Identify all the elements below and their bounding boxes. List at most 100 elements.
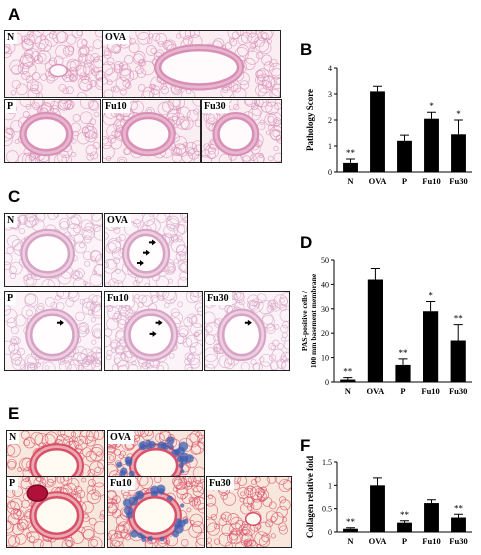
y-tick-label: 20: [321, 329, 329, 338]
x-tick-label: N: [345, 386, 352, 396]
micrograph-a-fu30: Fu30: [201, 99, 282, 163]
y-tick-label: 3: [328, 90, 332, 99]
micrograph-image: [205, 292, 289, 370]
error-bar: [427, 111, 436, 119]
y-tick-label: 10: [321, 354, 329, 363]
y-tick-label: 1.5: [322, 458, 332, 467]
bar-n: [343, 162, 358, 172]
y-axis-label: PAS-positive cells /: [300, 290, 309, 351]
micrograph-image: [5, 214, 102, 286]
chart-pas-positive-cells: 0 10 20 30 40 50 PAS-positive cells /100 mm ba…: [300, 250, 478, 400]
micrograph-e-fu10: Fu10: [107, 476, 205, 548]
panel-label-c: C: [8, 187, 21, 206]
bar-ova: [370, 91, 385, 172]
error-bar: [400, 134, 409, 141]
bar-p: [395, 364, 411, 382]
y-tick-label: 1: [328, 142, 332, 151]
significance-marker: **: [454, 503, 464, 513]
bar-fu30: [451, 134, 466, 172]
y-tick-label: 0: [328, 168, 332, 177]
significance-marker: **: [400, 510, 410, 520]
micrograph-e-p: P: [6, 476, 105, 548]
x-tick-label: N: [347, 536, 354, 546]
error-bar: [346, 158, 355, 163]
y-tick-label: 0: [325, 378, 329, 387]
micrograph-a-fu10: Fu10: [102, 99, 201, 163]
y-tick-label: 30: [321, 305, 329, 314]
x-tick-label: Fu30: [449, 176, 467, 186]
y-tick-label: 0.5: [322, 505, 332, 514]
y-tick-label: 2: [328, 116, 332, 125]
tile-label: N: [5, 214, 18, 227]
chart-pathology-score: 0 1 2 3 4 Pathology Score ** N OVA P * Fu10 * Fu30: [303, 58, 478, 190]
y-tick-label: 1: [328, 481, 332, 490]
bar-fu10: [423, 311, 439, 382]
x-tick-label: Fu10: [421, 386, 439, 396]
error-bar: [426, 300, 436, 312]
arrow-marker-icon: [155, 319, 163, 326]
tile-label: Fu10: [108, 477, 135, 490]
x-tick-label: Fu30: [449, 386, 467, 396]
bar-ova: [370, 485, 385, 532]
x-tick-label: P: [402, 536, 407, 546]
micrograph-c-fu10: Fu10: [104, 291, 203, 371]
panel-label-d: D: [300, 233, 313, 252]
y-tick-label: 4: [328, 64, 332, 73]
micrograph-c-p: P: [4, 291, 102, 371]
micrograph-a-n: N: [4, 30, 103, 98]
y-axis-label: Pathology Score: [305, 89, 315, 151]
error-bar: [370, 268, 380, 280]
tile-label: Fu30: [207, 477, 234, 490]
error-bar: [373, 477, 382, 486]
x-tick-label: Fu10: [422, 176, 440, 186]
tile-label: Fu30: [205, 292, 232, 305]
arrow-marker-icon: [244, 319, 252, 326]
tile-label: OVA: [105, 214, 131, 227]
bar-fu30: [450, 340, 466, 382]
arrow-marker-icon: [136, 259, 144, 266]
significance-marker: **: [399, 348, 409, 358]
significance-marker: **: [454, 314, 464, 324]
x-tick-label: OVA: [369, 176, 388, 186]
micrograph-c-ova: OVA: [104, 213, 188, 287]
tile-label: N: [5, 31, 18, 44]
bar-p: [397, 522, 412, 532]
arrow-marker-icon: [142, 249, 150, 256]
tile-label: Fu10: [105, 292, 132, 305]
tile-label: OVA: [108, 431, 134, 444]
x-tick-label: OVA: [367, 386, 386, 396]
micrograph-c-fu30: Fu30: [204, 291, 290, 371]
error-bar: [346, 527, 355, 529]
micrograph-image: [5, 31, 102, 97]
micrograph-image: [105, 214, 187, 286]
x-tick-label: Fu30: [449, 536, 467, 546]
bar-fu10: [424, 118, 439, 172]
y-tick-label: 40: [321, 280, 329, 289]
y-tick-label: 0: [328, 528, 332, 537]
error-bar: [454, 513, 463, 518]
error-bar: [427, 499, 436, 504]
significance-marker: **: [346, 517, 356, 527]
bar-n: [340, 379, 356, 382]
chart-collagen-fold: 0 0.5 1 1.5 Collagen relative fold ** N OVA ** P F…: [303, 452, 478, 550]
significance-marker: **: [346, 148, 356, 158]
micrograph-e-fu30: Fu30: [206, 476, 292, 548]
arrow-marker-icon: [148, 239, 156, 246]
tile-label: P: [5, 100, 17, 113]
significance-marker: *: [429, 101, 434, 111]
x-tick-label: P: [400, 386, 405, 396]
significance-marker: *: [428, 290, 433, 300]
significance-marker: **: [343, 367, 353, 377]
panel-label-a: A: [8, 5, 21, 24]
panel-label-f: F: [300, 436, 311, 455]
micrograph-image: [5, 292, 101, 370]
significance-marker: *: [456, 109, 461, 119]
y-axis-label: 100 mm basement membrane: [309, 273, 318, 368]
x-tick-label: Fu10: [422, 536, 440, 546]
tile-label: OVA: [103, 31, 129, 44]
tile-label: N: [7, 431, 20, 444]
y-axis-label: Collagen relative fold: [305, 456, 315, 538]
panel-label-e: E: [8, 404, 20, 423]
micrograph-a-p: P: [4, 99, 101, 163]
tile-label: Fu10: [103, 100, 130, 113]
